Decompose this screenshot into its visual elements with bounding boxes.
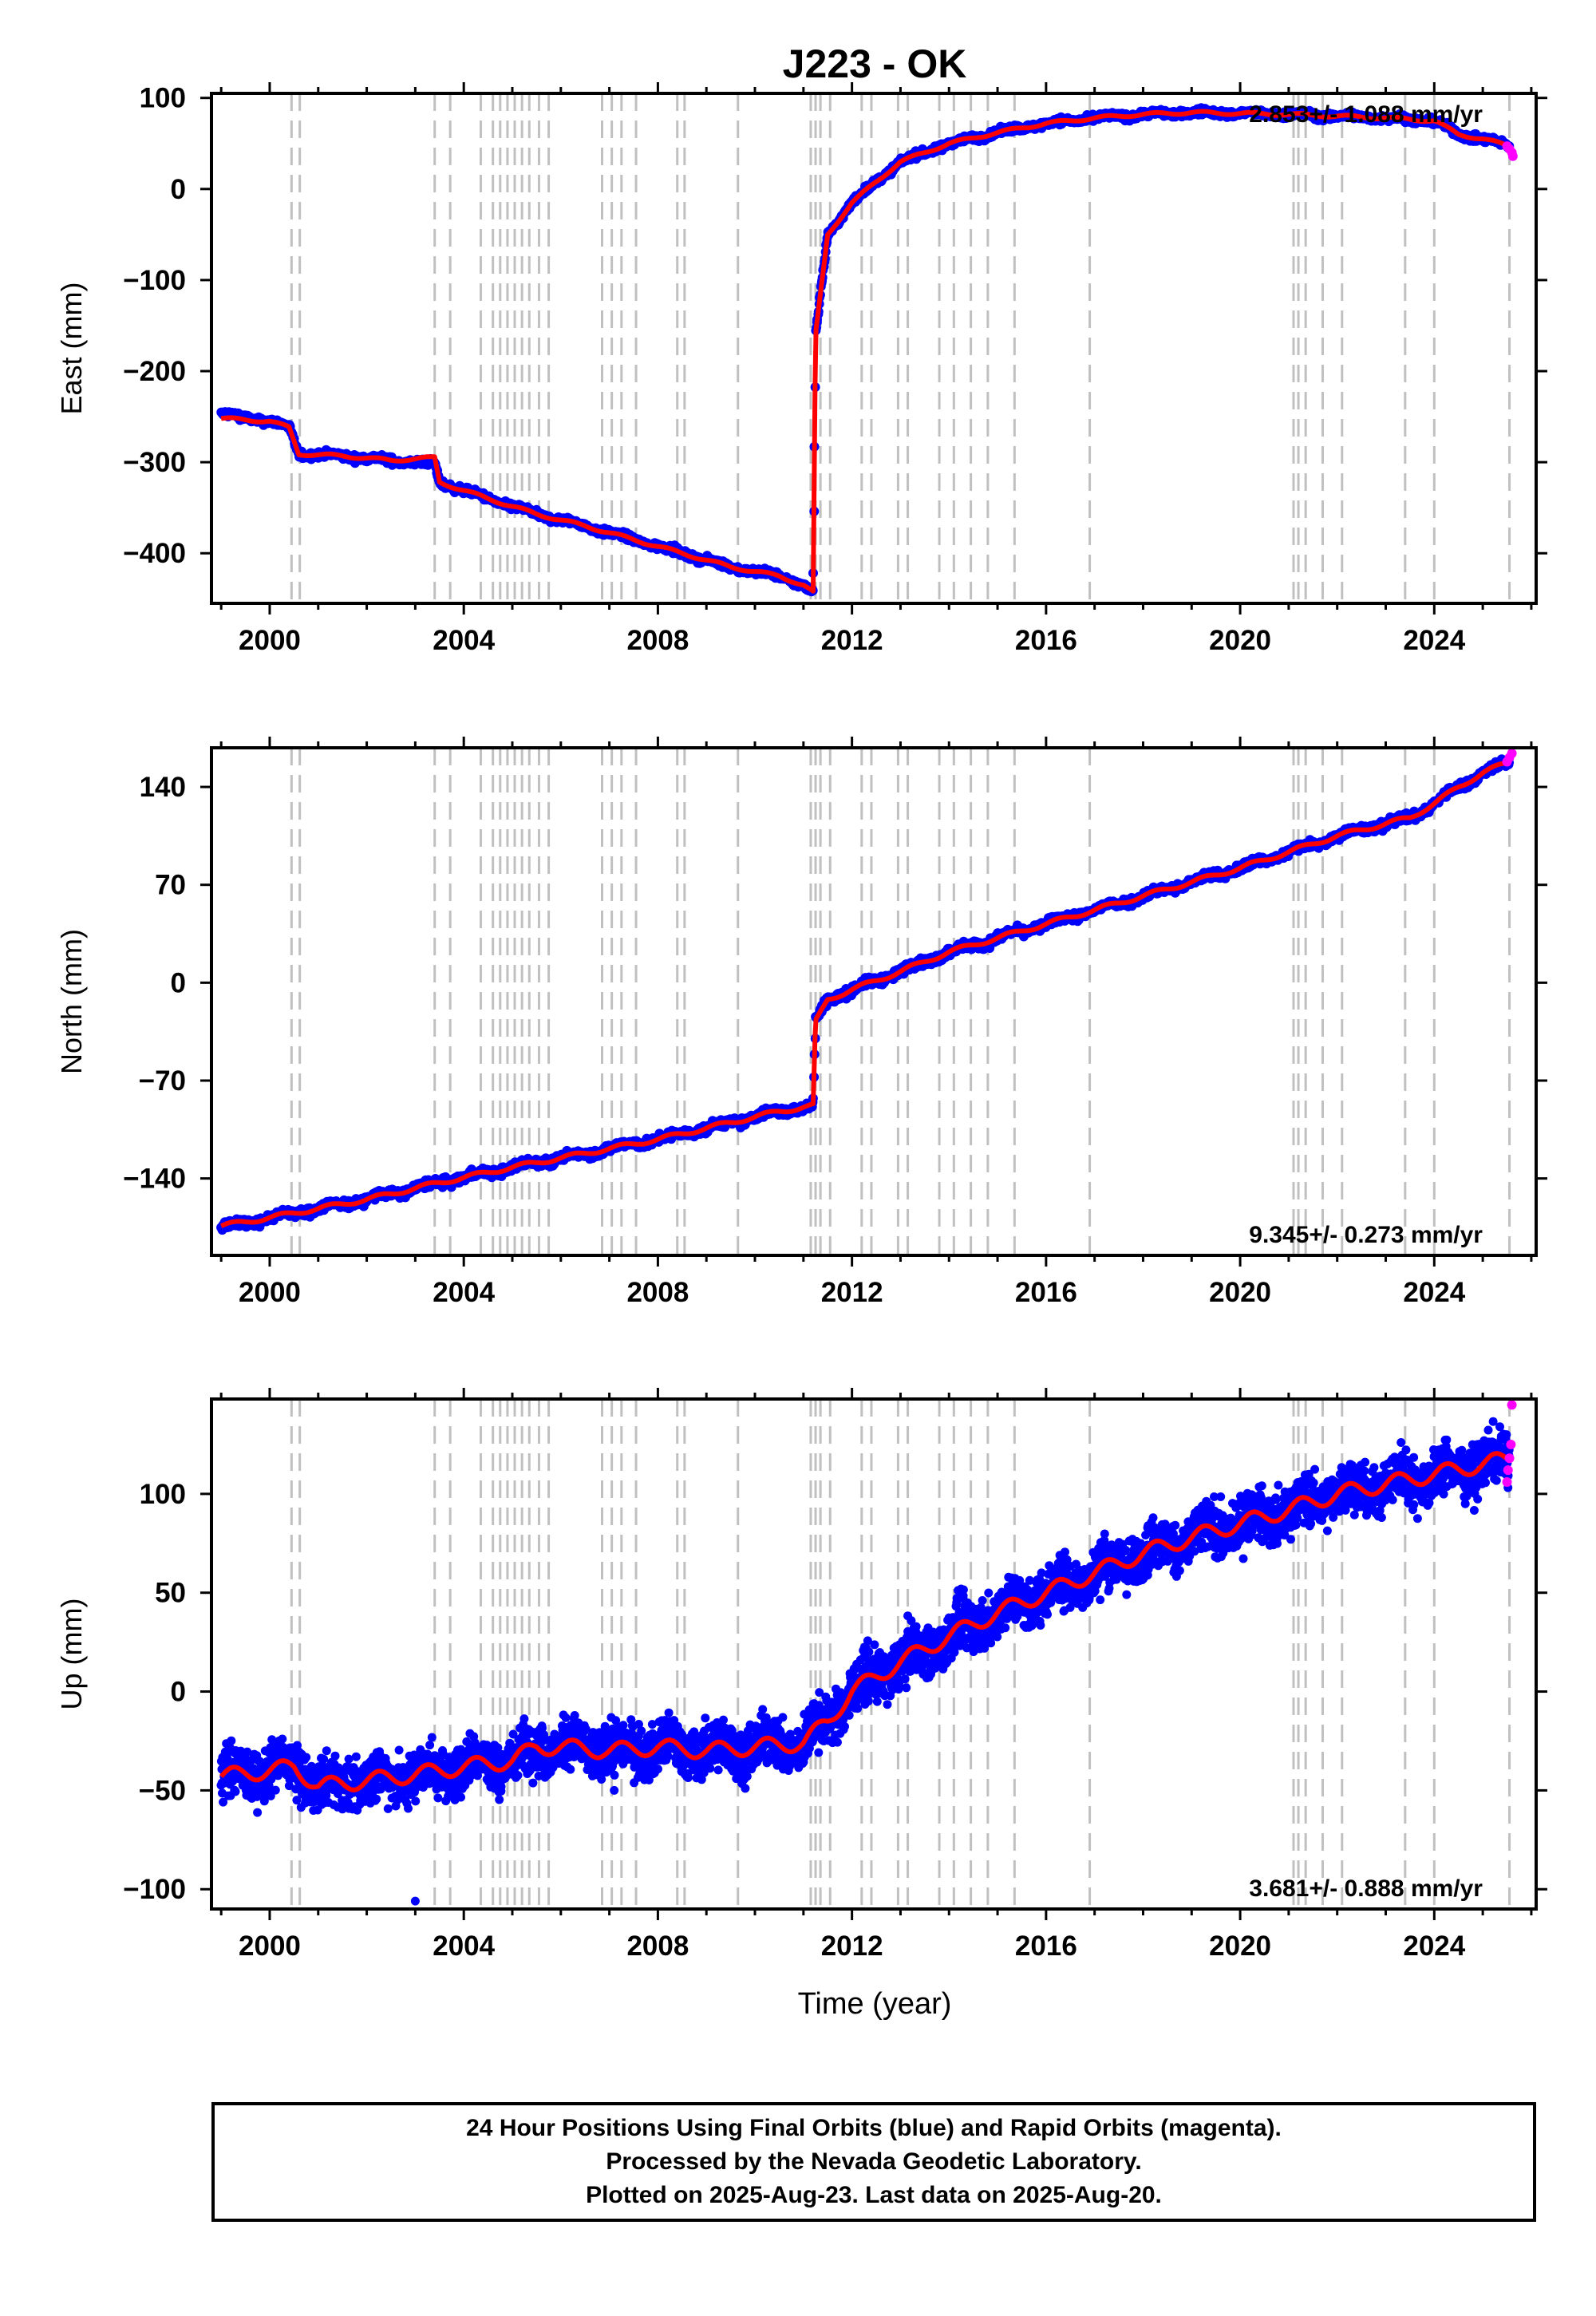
y-tick-label: 140: [140, 772, 186, 803]
x-tick-label: 2004: [433, 625, 495, 656]
x-tick-label: 2008: [626, 625, 689, 656]
east-rate-text: 2.853+/- 1.088 mm/yr: [1249, 101, 1483, 128]
rapid-point: [1507, 749, 1517, 759]
east-rapid-points: [1502, 141, 1518, 161]
x-tick-label: 2004: [433, 1277, 495, 1308]
final-point: [253, 1808, 263, 1817]
north-frame: [210, 746, 1538, 1257]
up-final-points: [216, 1417, 1514, 1906]
y-tick-label: 0: [171, 967, 186, 998]
up-panel: 2000 2004 2008 2012 2016 2020 2024100500−50−10…: [55, 1388, 1547, 1962]
x-tick-label: 2000: [239, 1277, 301, 1308]
final-point: [231, 1787, 240, 1796]
x-tick-label: 2024: [1403, 1277, 1465, 1308]
chart-title: J223 - OK: [783, 41, 967, 86]
x-tick-label: 2012: [821, 1277, 883, 1308]
y-tick-label: −100: [123, 265, 186, 296]
final-point: [278, 1734, 287, 1744]
x-tick-label: 2020: [1209, 625, 1271, 656]
y-tick-label: −70: [139, 1065, 186, 1097]
x-tick-label: 2000: [239, 625, 301, 656]
north-y-axis-label: North (mm): [55, 929, 88, 1074]
north-plot-area: [216, 748, 1517, 1255]
y-tick-label: −400: [123, 538, 186, 569]
x-tick-label: 2012: [821, 625, 883, 656]
up-plot-area: [216, 1399, 1517, 1909]
x-tick-label: 2020: [1209, 1277, 1271, 1308]
north-rate-text: 9.345+/- 0.273 mm/yr: [1249, 1222, 1483, 1248]
y-tick-label: −300: [123, 447, 186, 478]
east-plot-area: [216, 93, 1518, 603]
final-point: [227, 1736, 236, 1745]
y-tick-label: 0: [171, 174, 186, 205]
x-tick-label: 2008: [626, 1277, 689, 1308]
north-model-line: [219, 760, 1511, 1228]
rapid-point: [1507, 151, 1518, 161]
y-tick-label: 70: [155, 870, 186, 901]
north-panel: 2000 2004 2008 2012 2016 2020 2024 140 70 0 −70 −14…: [55, 737, 1547, 1308]
y-tick-label: −140: [123, 1164, 186, 1195]
east-final-points: [216, 103, 1515, 597]
x-tick-label: 2016: [1015, 1277, 1077, 1308]
north-final-points: [216, 754, 1514, 1235]
final-point: [271, 1785, 280, 1795]
east-frame: [210, 92, 1538, 605]
x-tick-label: 2024: [1403, 625, 1465, 656]
y-tick-label: −200: [123, 356, 186, 387]
east-y-axis-label: East (mm): [55, 283, 88, 415]
x-tick-label: 2016: [1015, 625, 1077, 656]
y-tick-label: 100: [140, 83, 186, 114]
east-panel: 2000 2004 2008 2012 2016 2020 2024 100 0 −100 −200…: [55, 82, 1547, 656]
